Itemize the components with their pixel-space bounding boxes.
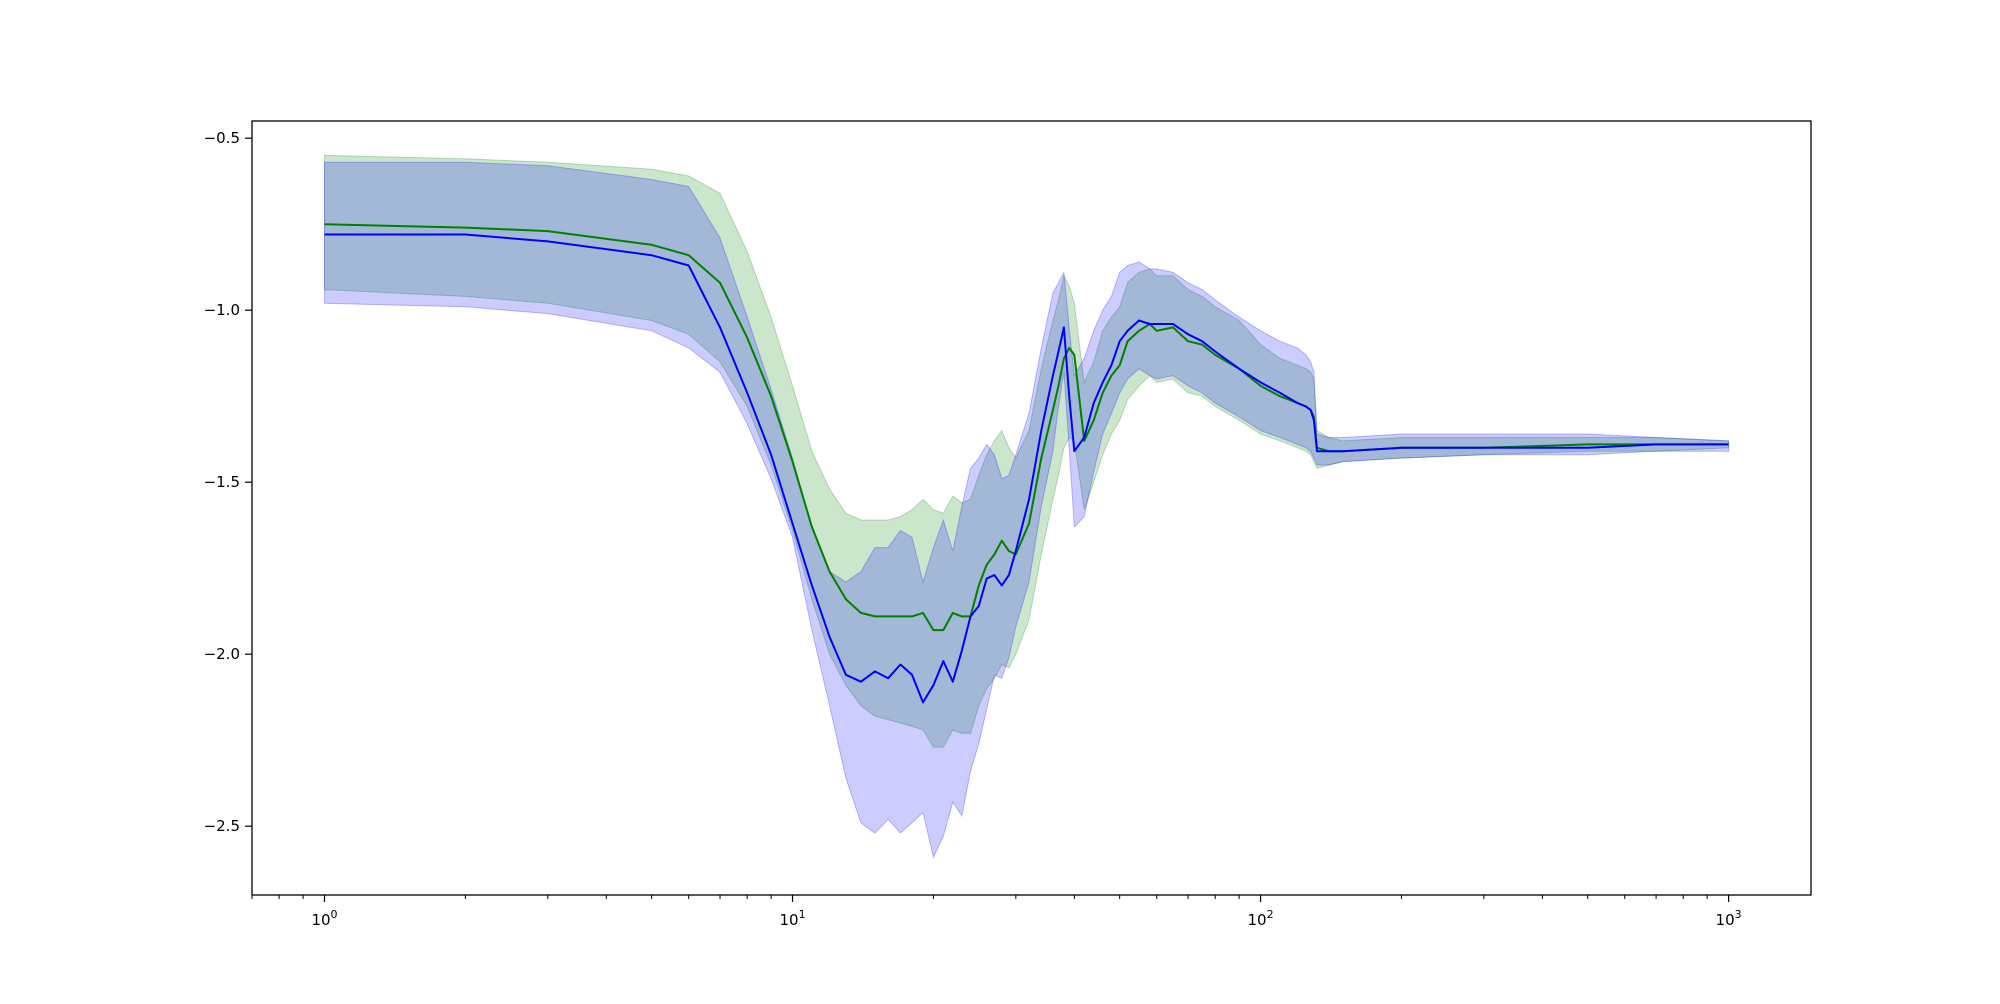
series-2-line — [324, 233, 1729, 704]
x-axis: 100 101 102 103 — [251, 895, 1742, 929]
y-axis: −0.5 −1.0 −1.5 −2.0 −2.5 — [204, 129, 252, 835]
x-tick-label-1: 101 — [779, 908, 805, 929]
y-tick-label-1: −1.0 — [204, 301, 240, 319]
series-1-band — [324, 154, 1730, 748]
series-lines — [324, 223, 1729, 704]
plot-area-frame — [251, 120, 1812, 896]
y-tick-label-4: −2.5 — [204, 817, 240, 835]
y-tick-label-0: −0.5 — [204, 129, 240, 147]
x-tick-label-2: 102 — [1248, 908, 1274, 929]
x-tick-label-0: 100 — [311, 908, 337, 929]
y-tick-label-3: −2.0 — [204, 645, 240, 663]
x-tick-label-3: 103 — [1716, 908, 1742, 929]
y-tick-label-2: −1.5 — [204, 473, 240, 491]
